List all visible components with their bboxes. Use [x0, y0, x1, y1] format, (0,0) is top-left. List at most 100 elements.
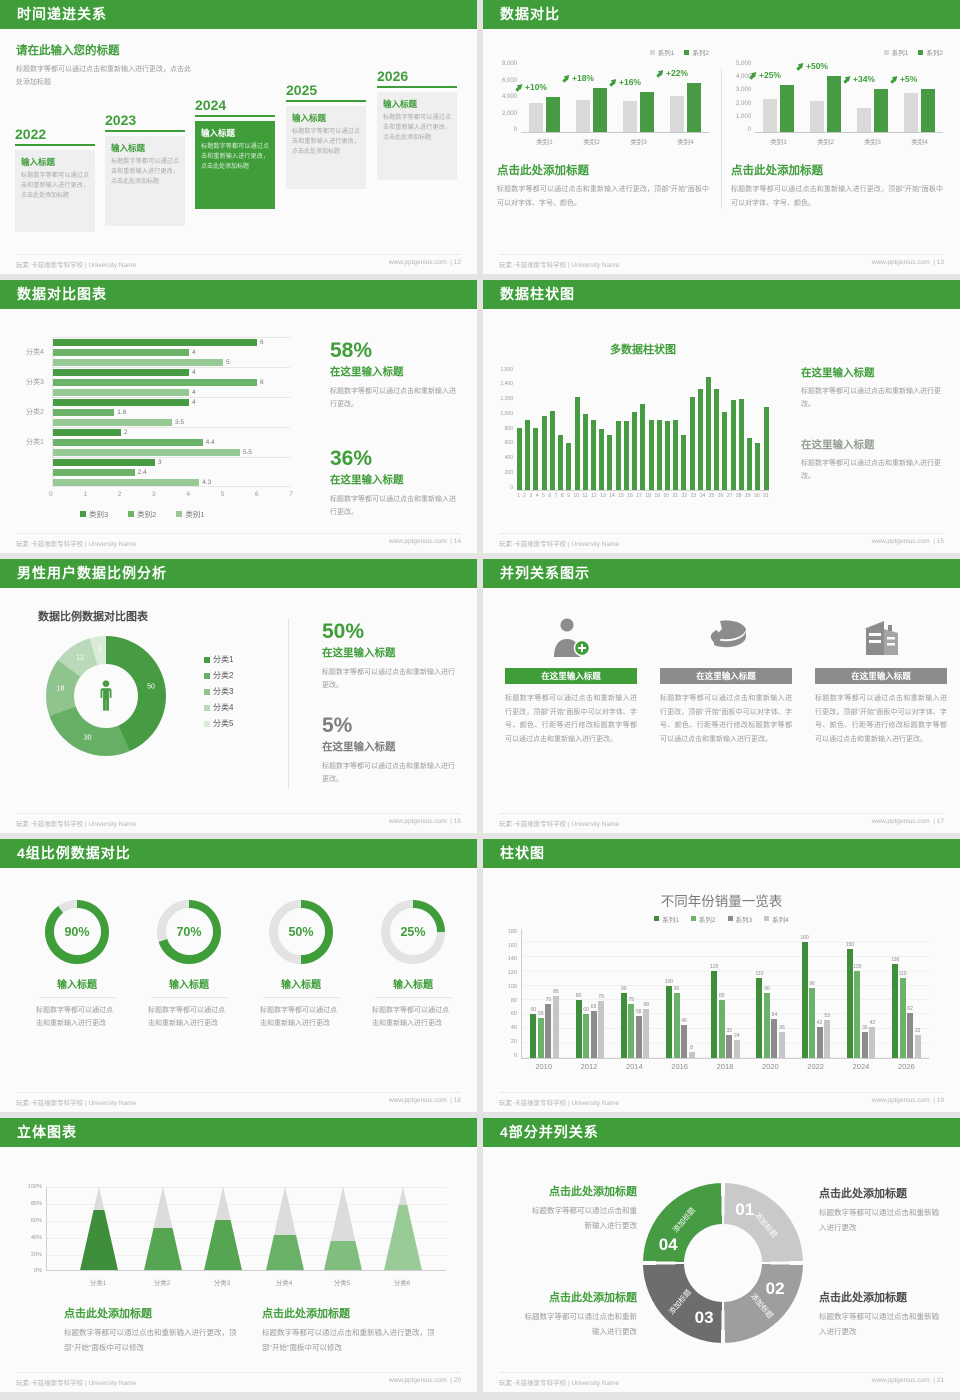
hbar-row: 1.8	[53, 408, 290, 416]
bar: 85	[552, 989, 559, 1058]
donut-value-label: 18	[56, 685, 65, 693]
slide-header-title: 4部分并列关系	[483, 1118, 960, 1148]
bar	[640, 404, 646, 490]
growth-label: +50%	[796, 61, 828, 71]
intro-body: 标题数字等都可以通过点击和重新输入进行更改，点击此处添加标题	[16, 66, 191, 87]
growth-label: +18%	[562, 73, 594, 83]
bar-series1	[576, 100, 590, 132]
bar: 46	[681, 1018, 688, 1058]
bar-series1	[529, 102, 543, 132]
x-tick-label: 类别3	[630, 139, 647, 146]
growth-value: +50%	[806, 60, 828, 71]
legend-item: 系列1	[883, 47, 908, 57]
legend-label: 分类1	[213, 655, 234, 665]
slide-cone-chart[interactable]: 立体图表 100% 80% 60% 40% 20% 0% 分类1 分类2 分类3 分类4 分类5 分类…	[0, 1118, 477, 1392]
bar-group: +10%	[525, 82, 560, 132]
bar	[533, 427, 539, 490]
slide-data-compare[interactable]: 数据对比 系列1 系列2 8,000 6,000 4,000 2,000 0 +10% +18%…	[483, 0, 960, 274]
x-tick-label: 9	[567, 492, 570, 499]
x-tick-label: 2014	[625, 1061, 643, 1071]
cone-fill	[144, 1228, 182, 1271]
gridline	[47, 1204, 446, 1206]
y-tick-label: 40	[510, 1025, 517, 1032]
bar-series2	[780, 85, 794, 132]
bar	[681, 435, 687, 490]
slide-content: 分类4 6 4 5 分类3 4 6 4 分类2 4 1.8 3.5 分类1 2 4.4 5.5 3 2.4 4.3 0…	[0, 309, 477, 554]
bar-group: 150 120 36 42	[839, 942, 884, 1058]
y-tick-label: 80	[510, 997, 517, 1004]
bar	[517, 427, 522, 490]
y-axis: 180 160 140 120 100 80 60 40 20 0	[503, 929, 521, 1059]
legend-swatch	[654, 916, 660, 922]
slide-hbar-chart[interactable]: 数据对比图表 分类4 6 4 5 分类3 4 6 4 分类2 4 1.8 3.5 分类1 2 4.4 5.5 3…	[0, 279, 477, 554]
x-tick-label: 1	[517, 492, 520, 499]
bar-value-label: 120	[853, 964, 862, 971]
callout-heading: 点击此处添加标题	[549, 1186, 637, 1199]
slide-parallel-items[interactable]: 并列关系图示 在这里输入标题 标题数字等都可以通过点击和重新输入进行更改，顶部“开…	[483, 559, 960, 833]
y-tick-label: 3,000	[735, 87, 751, 94]
chart-panel: 系列1 系列2 8,000 6,000 4,000 2,000 0 +10% +18% +16% +…	[497, 47, 709, 211]
footer-site-page: www.pptgenius.com | 12	[388, 258, 461, 266]
donut-value-label: 30	[83, 734, 92, 742]
slide-grouped-bars[interactable]: 柱状图 不同年份销量一览表 系列1 系列2 系列3 系列4 180 160 140 120 100…	[483, 838, 960, 1113]
x-tick-label: 2010	[535, 1061, 552, 1071]
y-tick-label: 1,600	[500, 366, 513, 373]
gauge-divider	[151, 996, 227, 998]
y-tick-label: 0%	[34, 1268, 42, 1275]
panel-divider	[721, 69, 722, 209]
hbar	[53, 388, 189, 396]
text-block: 在这里输入标题 标题数字等都可以通过点击和重新输入进行更改。	[801, 437, 949, 484]
hbar	[53, 368, 189, 376]
plot-area: +25% +50% +34% +5%	[755, 61, 943, 133]
slide-cycle-diagram[interactable]: 4部分并列关系 01 添加标题 02 添加标题 03 添加标题 04 添加标题 点击此处添加标题…	[483, 1118, 960, 1392]
legend-item: 系列1	[649, 47, 674, 57]
bar-value-label: 58	[636, 1008, 642, 1015]
callout-body: 标题数字等都可以通过点击和重新输入进行更改	[819, 1208, 939, 1232]
growth-value: +34%	[853, 74, 875, 85]
pie-3d-icon	[660, 614, 792, 660]
legend-label: 类别2	[137, 509, 157, 519]
hbar-row: 5	[53, 358, 290, 366]
hbar-value: 1.8	[117, 408, 127, 416]
legend-label: 系列2	[692, 50, 709, 57]
hbar-row: 2.4	[53, 469, 290, 477]
x-tick-label: 2016	[671, 1061, 688, 1071]
x-tick-label: 类别4	[911, 139, 928, 146]
bar-chart: 1,600 1,400 1,200 1,000 800 600 400 200 0 1 2 3 4 5 6 7…	[495, 367, 769, 499]
footer-site-page: www.pptgenius.com | 17	[871, 817, 944, 825]
legend-swatch	[918, 49, 924, 55]
stat-title: 在这里输入标题	[322, 647, 396, 660]
slide-donut-analysis[interactable]: 男性用户数据比例分析 数据比例数据对比图表 50 30 18 12 5 分类1 分类2 分类3 分…	[0, 559, 477, 833]
hbar-row: 6	[53, 378, 290, 386]
gauge-column: 25% 输入标题 标题数字等都可以通过点击和重新输入进行更改	[363, 899, 463, 1031]
y-tick-label: 100	[507, 983, 517, 990]
bar: 75	[628, 997, 635, 1058]
legend-swatch	[727, 916, 733, 922]
hbar	[53, 348, 189, 356]
gauge-title: 输入标题	[393, 979, 433, 991]
legend-item: 分类5	[204, 718, 233, 729]
legend-item: 分类4	[204, 702, 233, 713]
bar: 120	[710, 964, 718, 1058]
bar	[673, 419, 679, 490]
slide-gauges[interactable]: 4组比例数据对比 90% 输入标题 标题数字等都可以通过点击和重新输入进行更改 70%…	[0, 838, 477, 1113]
slide-timeline[interactable]: 时间递进关系 请在此输入您的标题 标题数字等都可以通过点击和重新输入进行更改，点击…	[0, 0, 477, 274]
growth-arrow-icon	[654, 68, 667, 81]
cycle-segment-number: 04	[658, 1234, 678, 1254]
bar	[582, 413, 588, 490]
slide-column-chart[interactable]: 数据柱状图 多数据柱状图 1,600 1,400 1,200 1,000 800 600 40…	[483, 279, 960, 554]
progress-ring: 90%	[45, 899, 109, 964]
legend-label: 系列1	[662, 916, 679, 924]
hbar-value: 4.3	[202, 479, 212, 487]
legend-swatch	[204, 720, 210, 727]
legend-swatch	[204, 656, 210, 663]
bar-chart: 180 160 140 120 100 80 60 40 20 0 60 55 75 85 80 60 65 78…	[503, 928, 929, 1071]
slide-footer: 玩素·卡兹维斯专科学校 | University Name www.pptgen…	[16, 1092, 461, 1107]
bar: 96	[809, 981, 816, 1058]
y-tick-label: 180	[507, 928, 517, 935]
legend-item: 系列3	[727, 914, 752, 924]
y-tick-label: 400	[504, 455, 513, 462]
y-tick-label: 2,000	[735, 100, 751, 107]
cycle-segment-number: 02	[765, 1278, 785, 1298]
milestone-body: 标题数字等都可以通过点击和重新输入进行更改，点击此处添加标题	[111, 159, 179, 186]
